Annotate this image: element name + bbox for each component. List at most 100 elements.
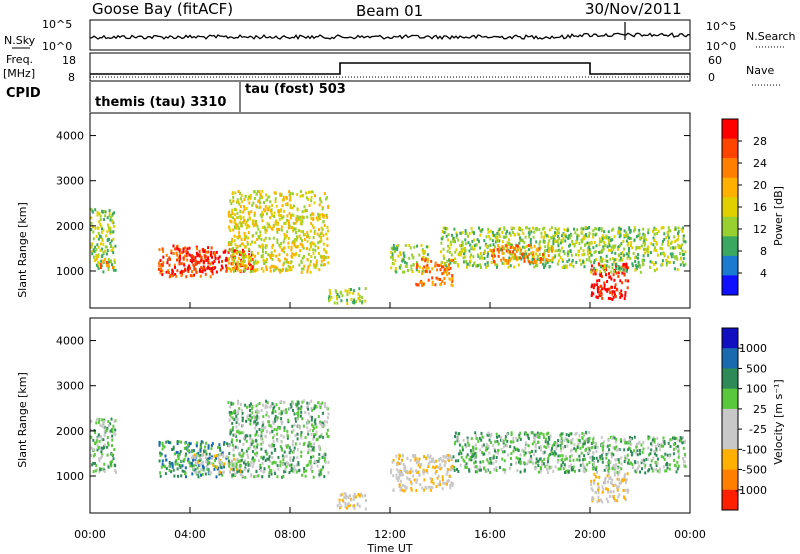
data-cell xyxy=(663,440,666,443)
data-cell xyxy=(313,201,316,205)
data-cell xyxy=(612,295,615,299)
data-cell xyxy=(99,468,102,472)
data-cell xyxy=(292,265,295,269)
data-cell xyxy=(241,411,244,415)
data-cell xyxy=(655,461,658,465)
data-cell xyxy=(481,451,484,454)
data-cell xyxy=(682,239,685,243)
data-cell xyxy=(279,209,282,213)
data-cell xyxy=(290,463,293,467)
data-cell xyxy=(431,280,434,284)
data-cell xyxy=(227,250,230,254)
data-cell xyxy=(183,263,186,267)
data-cell xyxy=(398,462,401,466)
data-cell xyxy=(612,260,615,264)
data-cell xyxy=(624,441,627,445)
data-cell xyxy=(289,216,292,220)
data-cell xyxy=(253,420,256,424)
data-cell xyxy=(158,248,161,252)
data-cell xyxy=(554,253,557,257)
data-cell xyxy=(607,460,610,464)
data-cell xyxy=(570,448,573,452)
data-cell xyxy=(466,265,468,269)
data-cell xyxy=(548,437,551,441)
data-cell xyxy=(465,445,468,449)
data-cell xyxy=(114,428,117,432)
data-cell xyxy=(469,259,472,263)
data-cell xyxy=(536,431,539,435)
data-cell xyxy=(534,433,537,437)
data-cell xyxy=(275,403,278,407)
data-cell xyxy=(237,200,240,204)
data-cell xyxy=(231,421,234,425)
data-cell xyxy=(398,470,401,474)
data-cell xyxy=(543,241,546,244)
data-cell xyxy=(265,193,268,197)
data-cell xyxy=(673,447,675,451)
data-cell xyxy=(353,301,356,305)
data-cell xyxy=(537,435,540,439)
data-cell xyxy=(554,231,556,235)
data-cell xyxy=(192,449,195,453)
data-cell xyxy=(97,245,100,249)
data-cell xyxy=(419,465,421,469)
data-cell xyxy=(599,455,602,459)
data-cell xyxy=(609,494,611,498)
data-cell xyxy=(93,259,96,263)
data-cell xyxy=(471,455,474,459)
data-cell xyxy=(102,259,105,263)
data-cell xyxy=(631,466,634,470)
data-cell xyxy=(451,274,454,277)
data-cell xyxy=(320,468,323,472)
data-cell xyxy=(286,434,289,438)
data-cell xyxy=(522,255,525,258)
data-cell xyxy=(199,448,202,452)
data-cell xyxy=(320,226,323,230)
data-cell xyxy=(544,264,547,268)
data-cell xyxy=(189,259,192,263)
data-cell xyxy=(509,264,512,268)
data-cell xyxy=(531,442,534,446)
data-cell xyxy=(273,428,276,431)
data-cell xyxy=(214,266,217,270)
data-cell xyxy=(196,471,199,475)
data-cell xyxy=(584,242,587,246)
data-cell xyxy=(450,481,453,485)
data-cell xyxy=(251,450,254,454)
data-cell xyxy=(480,468,482,472)
data-cell xyxy=(303,205,306,209)
data-cell xyxy=(568,258,571,262)
data-cell xyxy=(295,230,298,234)
data-cell xyxy=(256,416,258,420)
data-cell xyxy=(103,420,106,424)
data-cell xyxy=(188,253,191,257)
data-cell xyxy=(265,244,268,248)
data-cell xyxy=(447,258,450,262)
data-cell xyxy=(289,195,292,199)
data-cell xyxy=(101,247,103,251)
data-cell xyxy=(618,448,621,451)
data-cell xyxy=(446,259,449,263)
data-cell xyxy=(546,467,549,471)
data-cell xyxy=(320,236,323,239)
data-cell xyxy=(247,231,250,235)
data-cell xyxy=(255,261,258,265)
data-cell xyxy=(462,438,465,442)
data-cell xyxy=(271,227,274,231)
data-cell xyxy=(605,466,608,470)
data-cell xyxy=(559,467,562,471)
data-cell xyxy=(92,230,95,234)
data-cell xyxy=(326,237,329,241)
data-cell xyxy=(515,249,518,253)
data-cell xyxy=(491,231,494,234)
data-cell xyxy=(538,470,540,474)
data-cell xyxy=(295,419,297,423)
data-cell xyxy=(529,243,532,247)
data-cell xyxy=(586,235,589,239)
data-cell xyxy=(236,211,239,215)
data-cell xyxy=(562,237,565,241)
data-cell xyxy=(516,247,519,251)
data-cell xyxy=(532,226,534,230)
data-cell xyxy=(610,455,613,459)
data-cell xyxy=(624,473,626,477)
